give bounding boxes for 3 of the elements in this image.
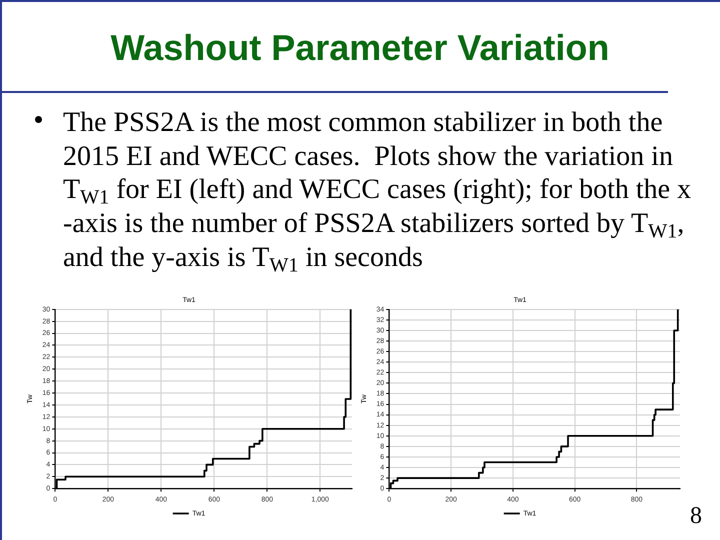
text: 8 [690,502,702,530]
text: The PSS2A is the most common stabilizer in both the 2015 EI and WECC cases. Plots show the variation in T$_{W1}$ for EI (left) and WECC cases (right); for both the x -axis is the number of PSS2A stabilizers sorted by T$_{W1}$, and the y-axis is T$_{W1}$ in seconds [63,107,692,276]
text: Washout Parameter Variation [110,27,610,68]
